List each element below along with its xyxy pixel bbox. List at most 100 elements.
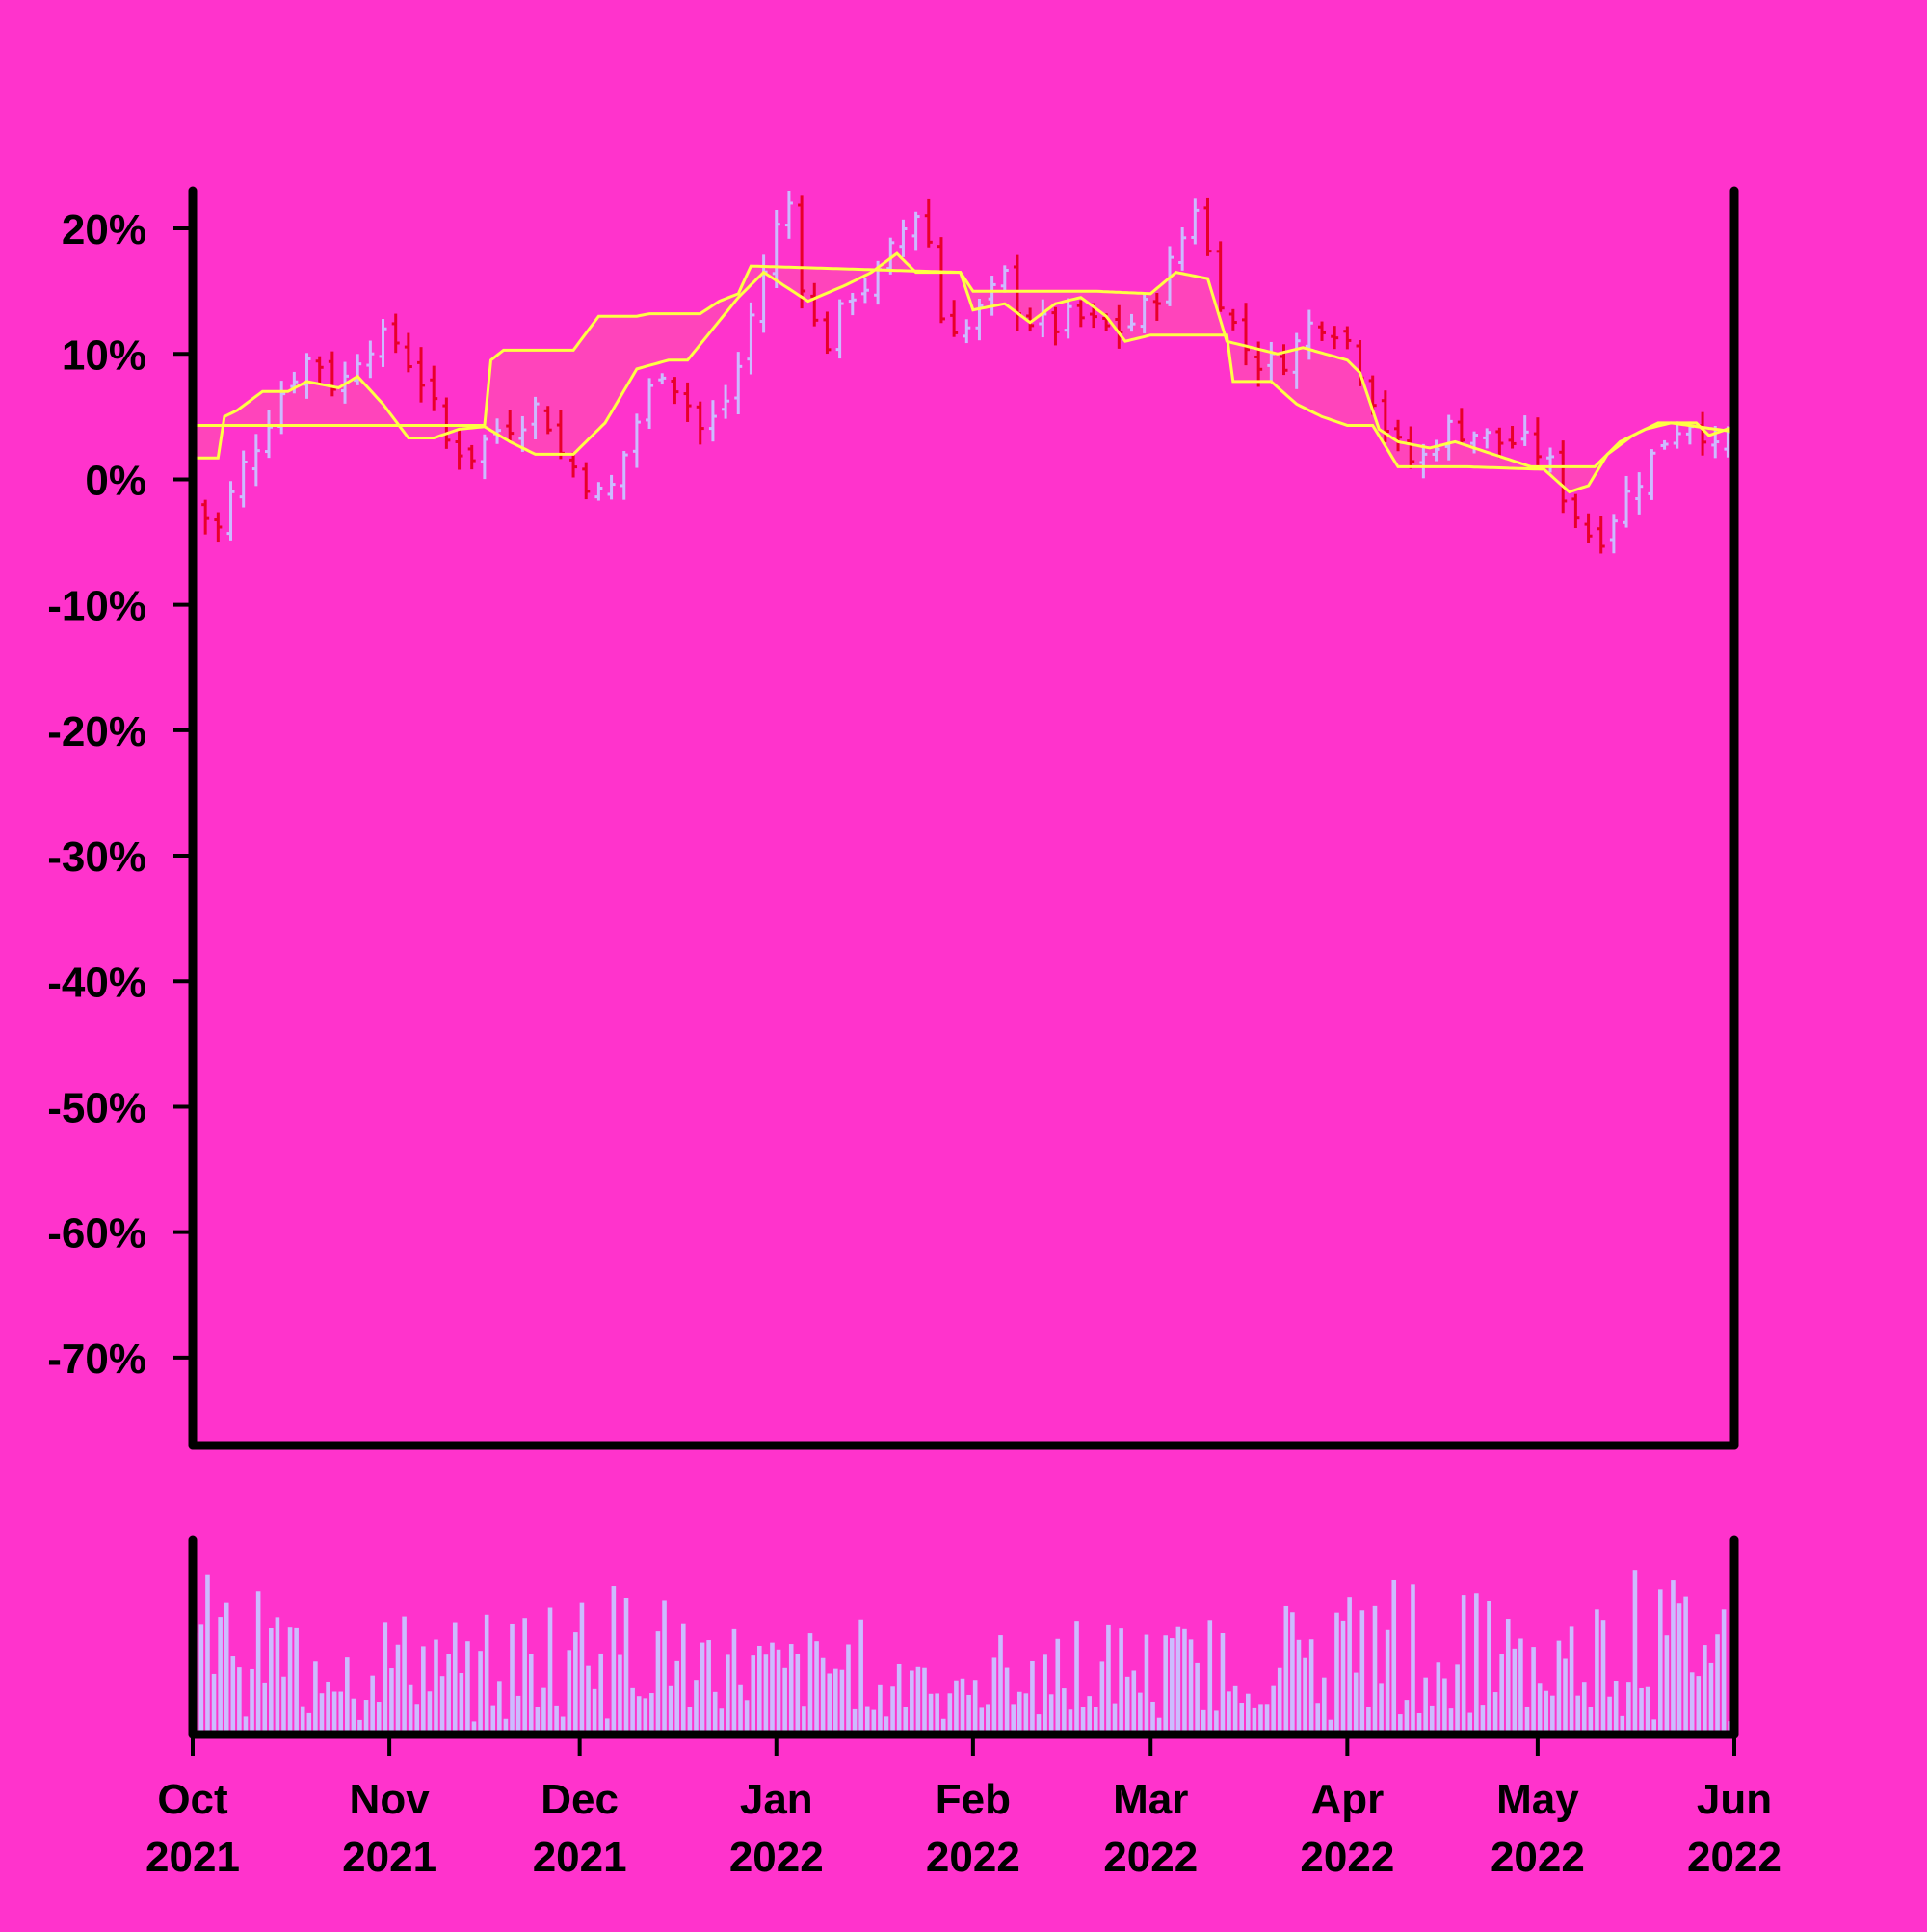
ohlc-bar	[772, 210, 780, 288]
volume-bar	[1632, 1570, 1638, 1734]
ohlc-bar	[671, 377, 679, 405]
x-tick-year: 2021	[145, 1834, 240, 1881]
volume-bar	[1188, 1639, 1194, 1734]
volume-bar	[592, 1688, 597, 1734]
volume-bar	[1156, 1717, 1162, 1734]
volume-bar	[744, 1700, 750, 1734]
volume-bar	[903, 1707, 909, 1734]
volume-bar	[1296, 1639, 1302, 1734]
ohlc-bar	[404, 332, 412, 373]
volume-bar	[636, 1696, 642, 1734]
volume-bar	[1569, 1626, 1574, 1734]
volume-bar	[363, 1700, 369, 1734]
x-tick-month: Mar	[1113, 1776, 1188, 1823]
volume-bar	[991, 1657, 997, 1734]
y-tick: -50%	[47, 1084, 193, 1131]
volume-bar	[1195, 1662, 1200, 1734]
volume-bar	[1043, 1654, 1047, 1734]
volume-bar	[1023, 1693, 1029, 1734]
volume-bar	[1398, 1714, 1403, 1734]
y-tick-label: 20%	[62, 206, 146, 253]
ohlc-bar	[708, 400, 717, 442]
volume-bar	[1201, 1709, 1206, 1734]
volume-bar	[376, 1702, 382, 1734]
x-tick: Apr 2022	[1300, 1734, 1394, 1881]
x-tick: Jan 2022	[729, 1734, 824, 1881]
volume-bar	[1264, 1704, 1270, 1734]
volume-bar	[1626, 1682, 1631, 1734]
volume-bar	[1411, 1584, 1415, 1734]
x-tick-year: 2022	[1300, 1834, 1394, 1881]
volume-bar	[1080, 1707, 1086, 1734]
volume-bar	[243, 1716, 249, 1734]
volume-bar	[1207, 1620, 1213, 1734]
price-panel: 20% 10% 0% -10% -20% -30% -40% -50% -60% -70%	[47, 186, 1739, 1450]
volume-bar	[1645, 1686, 1650, 1734]
volume-bar	[1676, 1603, 1682, 1734]
ohlc-bar	[1191, 198, 1200, 245]
volume-bar	[833, 1668, 838, 1734]
ohlc-bar	[328, 351, 336, 397]
ohlc-bar	[1305, 309, 1313, 360]
volume-bar	[1099, 1661, 1105, 1734]
ohlc-bar	[620, 451, 628, 500]
volume-bar	[1138, 1692, 1143, 1734]
y-tick: 20%	[62, 206, 193, 253]
ohlc-bar	[1280, 344, 1288, 376]
ohlc-bar	[798, 195, 806, 309]
volume-bar	[383, 1622, 388, 1734]
volume-bar	[567, 1650, 572, 1734]
volume-bar	[643, 1698, 648, 1734]
volume-bar	[503, 1718, 509, 1734]
ohlc-bar	[379, 319, 387, 367]
volume-bar	[1252, 1707, 1257, 1734]
volume-bar	[712, 1691, 718, 1734]
volume-bar	[522, 1618, 527, 1734]
volume-bar	[858, 1619, 863, 1734]
volume-bar	[547, 1607, 553, 1734]
volume-bar	[910, 1670, 914, 1734]
x-tick-year: 2022	[729, 1834, 824, 1881]
volume-bar	[1131, 1670, 1137, 1734]
volume-bar	[490, 1705, 496, 1734]
ohlc-bar	[251, 434, 260, 487]
volume-bar	[738, 1684, 743, 1734]
volume-bar	[1505, 1619, 1511, 1734]
volume-bar	[275, 1617, 280, 1734]
volume-bar	[1004, 1667, 1010, 1734]
volume-bar	[1150, 1701, 1155, 1734]
volume-bar	[852, 1708, 858, 1734]
volume-bar	[1544, 1690, 1549, 1734]
ohlc-bar	[607, 474, 616, 500]
ohlc-bar	[1673, 421, 1681, 449]
volume-bar	[1328, 1719, 1333, 1734]
ohlc-bar	[823, 311, 832, 355]
volume-bar	[1613, 1681, 1619, 1734]
volume-bar	[998, 1635, 1003, 1734]
ohlc-bar	[1508, 426, 1517, 449]
ohlc-bar	[1064, 298, 1072, 339]
volume-bar	[1271, 1685, 1276, 1734]
volume-bar	[1106, 1624, 1111, 1734]
volume-bar	[528, 1654, 534, 1734]
ohlc-bar	[747, 302, 755, 375]
volume-bar	[255, 1591, 261, 1734]
volume-bar	[1112, 1703, 1118, 1734]
volume-bar	[864, 1706, 870, 1734]
ohlc-bar	[201, 499, 210, 535]
ohlc-bar	[924, 198, 933, 248]
x-tick-month: Dec	[541, 1776, 619, 1823]
volume-bar	[795, 1654, 801, 1734]
volume-bar	[421, 1646, 426, 1734]
volume-bar	[1283, 1605, 1289, 1734]
volume-bar	[1055, 1638, 1061, 1734]
volume-bar	[459, 1673, 464, 1734]
x-tick-year: 2022	[1491, 1834, 1585, 1881]
ohlc-bar	[594, 482, 603, 501]
volume-bar	[408, 1684, 413, 1734]
y-tick: -20%	[47, 708, 193, 755]
band-fill	[193, 253, 1734, 492]
volume-bar	[1708, 1662, 1714, 1734]
ohlc-bar	[1648, 449, 1656, 500]
